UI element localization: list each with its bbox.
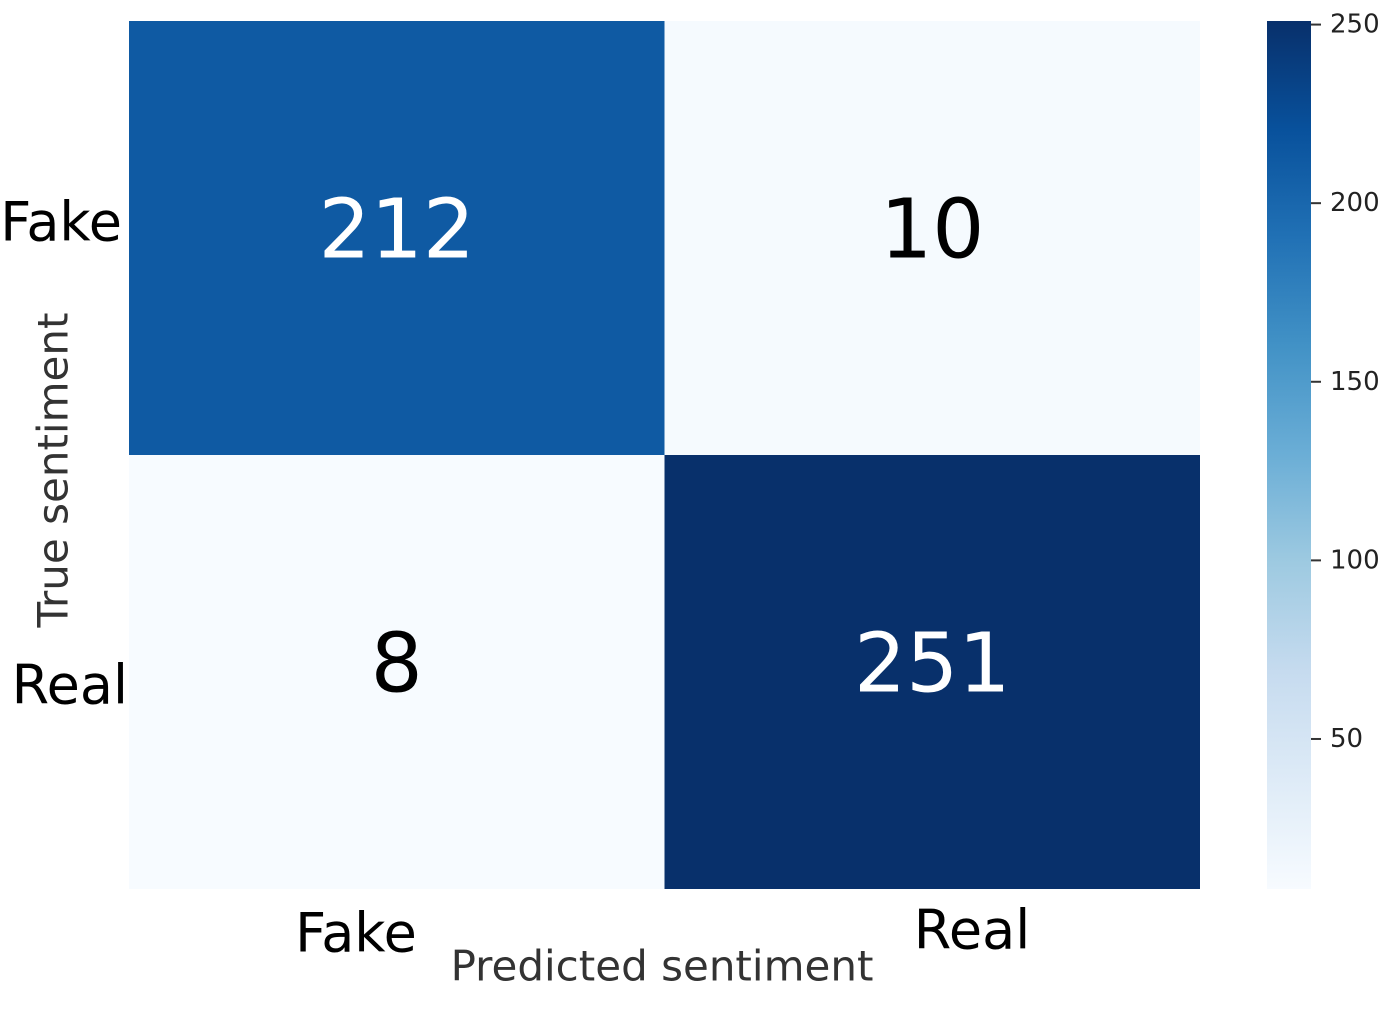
x-axis-title: Predicted sentiment [451, 942, 874, 991]
y-tick-label-real: Real [12, 654, 128, 717]
colorbar-tick-label-150: 150 [1330, 367, 1380, 397]
colorbar-tick-label-100: 100 [1330, 545, 1380, 575]
cell-real-fake-value: 8 [371, 617, 423, 712]
cell-real-real [664, 455, 1200, 889]
y-axis-title: True sentiment [29, 313, 78, 629]
colorbar-ticks: 50 100 150 200 250 [1311, 10, 1380, 754]
cell-real-fake [129, 455, 665, 889]
cell-fake-real [664, 21, 1200, 455]
cell-fake-fake [129, 21, 665, 455]
cell-fake-fake-value: 212 [318, 183, 475, 278]
x-tick-label-real: Real [914, 899, 1030, 962]
y-tick-label-fake: Fake [0, 191, 122, 254]
heatmap-cells [129, 21, 1200, 889]
colorbar [1267, 21, 1311, 889]
cell-fake-real-value: 10 [880, 183, 984, 278]
heatmap-cell-labels: 212 10 8 251 [318, 183, 1010, 712]
colorbar-tick-label-200: 200 [1330, 188, 1380, 218]
colorbar-tick-label-250: 250 [1330, 10, 1380, 40]
cell-real-real-value: 251 [854, 617, 1011, 712]
x-tick-label-fake: Fake [295, 902, 417, 965]
colorbar-tick-label-50: 50 [1330, 724, 1363, 754]
